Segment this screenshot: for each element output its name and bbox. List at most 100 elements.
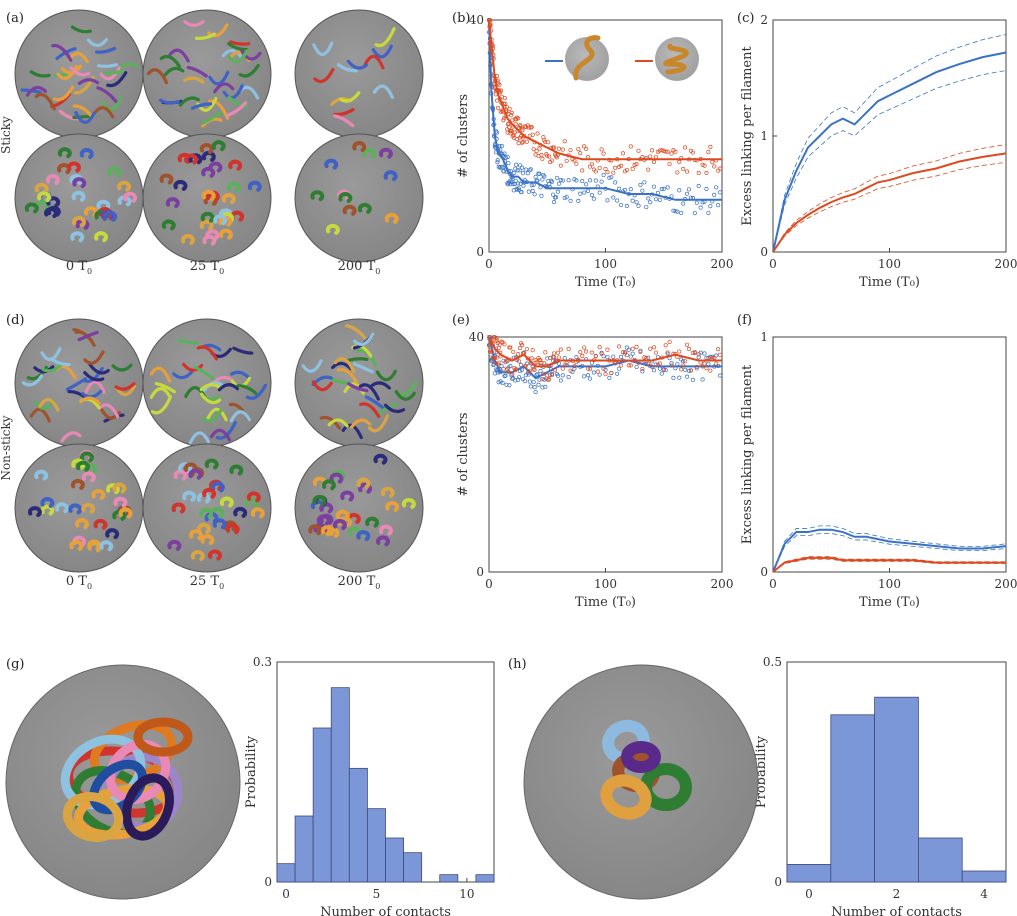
filament: [112, 482, 127, 494]
filament: [201, 166, 216, 178]
filament: [365, 516, 380, 528]
histogram-bar: [294, 815, 314, 883]
filament: [378, 524, 393, 536]
histogram-bar: [830, 714, 875, 883]
filament: [171, 502, 186, 514]
data-point: [704, 170, 709, 175]
panel-label-a: (a): [6, 11, 24, 26]
data-point: [508, 168, 513, 173]
filament: [369, 381, 391, 390]
data-point: [684, 191, 690, 196]
filament: [342, 204, 357, 216]
data-point: [673, 209, 678, 214]
y-axis-label: # of clusters: [456, 412, 471, 496]
data-point: [646, 355, 651, 360]
data-point: [628, 363, 633, 368]
data-point: [502, 96, 507, 101]
filament: [196, 345, 218, 361]
x-tick-label: 0: [805, 887, 813, 901]
data-point: [533, 389, 538, 395]
snapshot-disk: [14, 443, 144, 573]
data-point: [655, 190, 660, 195]
panel-label-f: (f): [737, 313, 752, 328]
x-tick-label: 100: [878, 577, 901, 591]
data-point: [667, 339, 672, 345]
cluster-render-nonsticky: [523, 664, 759, 900]
data-point: [520, 128, 525, 133]
data-point: [661, 186, 666, 191]
filament: [247, 180, 262, 192]
data-point: [495, 158, 500, 163]
data-point: [622, 187, 627, 192]
x-axis-label: Number of contacts: [320, 905, 451, 916]
filament: [69, 539, 84, 551]
data-point: [499, 339, 504, 344]
filament: [111, 363, 133, 372]
filament: [339, 91, 361, 103]
x-tick-label: 5: [373, 887, 381, 901]
filament: [350, 418, 372, 429]
data-point: [554, 175, 560, 180]
filament: [352, 362, 374, 374]
filament: [333, 114, 355, 128]
filament: [165, 197, 180, 209]
x-tick-label: 0: [282, 887, 290, 901]
data-point: [564, 194, 569, 200]
filament: [225, 523, 240, 535]
filament: [208, 549, 222, 561]
data-point: [497, 360, 502, 365]
data-point: [675, 170, 680, 175]
data-point: [642, 180, 647, 185]
filament: [53, 85, 75, 102]
data-point: [661, 148, 666, 154]
filament: [163, 66, 185, 77]
data-point: [702, 361, 707, 366]
filament: [79, 396, 101, 405]
filament: [189, 529, 203, 541]
data-point: [560, 178, 565, 183]
data-point: [574, 178, 579, 183]
legend-inset: [545, 35, 699, 81]
data-point: [535, 131, 540, 136]
data-point: [512, 130, 517, 135]
data-point: [551, 351, 557, 356]
data-point: [669, 363, 674, 368]
series-line-blue: [772, 528, 1007, 573]
filament: [327, 418, 349, 428]
data-point: [532, 367, 537, 372]
data-point: [550, 179, 555, 184]
data-point: [498, 164, 503, 169]
data-point: [516, 116, 521, 121]
filament: [72, 177, 87, 189]
data-point: [529, 356, 534, 361]
filament: [226, 181, 241, 193]
x-tick-label: 100: [594, 257, 617, 271]
data-point: [521, 183, 526, 188]
data-point: [562, 195, 567, 201]
filament: [376, 535, 390, 547]
filament: [60, 431, 82, 443]
data-point: [630, 351, 635, 356]
data-point: [513, 368, 518, 373]
data-point: [545, 356, 550, 361]
filament: [199, 219, 214, 231]
data-point: [516, 181, 521, 186]
data-point: [611, 170, 616, 175]
filament: [87, 539, 102, 551]
data-point: [492, 334, 497, 340]
data-point: [494, 335, 499, 340]
data-point: [528, 384, 533, 389]
data-point: [657, 197, 662, 202]
data-point: [509, 113, 514, 118]
filament: [81, 502, 96, 514]
filament: [24, 202, 39, 214]
filament: [167, 539, 182, 551]
data-point: [669, 361, 674, 366]
data-point: [523, 363, 528, 368]
data-point: [585, 188, 591, 194]
filament: [190, 550, 205, 562]
x-tick-label: 100: [878, 257, 901, 271]
x-tick-label: 200: [711, 257, 734, 271]
filament: [325, 223, 340, 235]
data-point: [509, 373, 514, 378]
